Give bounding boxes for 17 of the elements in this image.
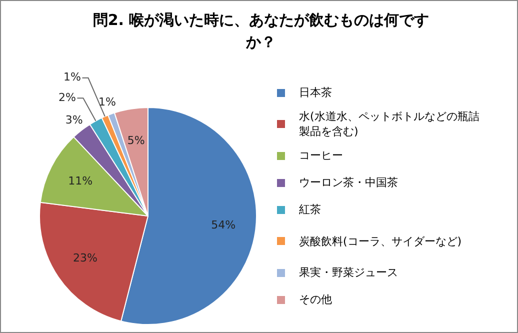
data-label: 54% xyxy=(211,218,236,232)
data-label: 11% xyxy=(68,174,93,188)
data-label: 1% xyxy=(98,95,116,108)
legend-label: 日本茶 xyxy=(299,85,332,100)
legend-label: 紅茶 xyxy=(299,202,321,217)
data-label: 3% xyxy=(65,114,83,127)
legend-label: その他 xyxy=(299,292,332,307)
legend-label: 水(水道水、ペットボトルなどの瓶詰製品を含む) xyxy=(299,109,480,139)
data-label: 23% xyxy=(72,252,98,265)
legend-label: コーヒー xyxy=(299,148,343,163)
data-label: 1% xyxy=(64,70,81,84)
data-label: 2% xyxy=(58,90,76,104)
legend-label: 果実・野菜ジュース xyxy=(299,265,398,280)
chart-title: 問2. 喉が渇いた時に、あなたが飲むものは何ですか？ xyxy=(92,10,430,53)
data-label: 5% xyxy=(127,134,145,147)
legend-label: ウーロン茶・中国茶 xyxy=(299,175,398,190)
legend-label: 炭酸飲料(コーラ、サイダーなど) xyxy=(299,234,462,248)
